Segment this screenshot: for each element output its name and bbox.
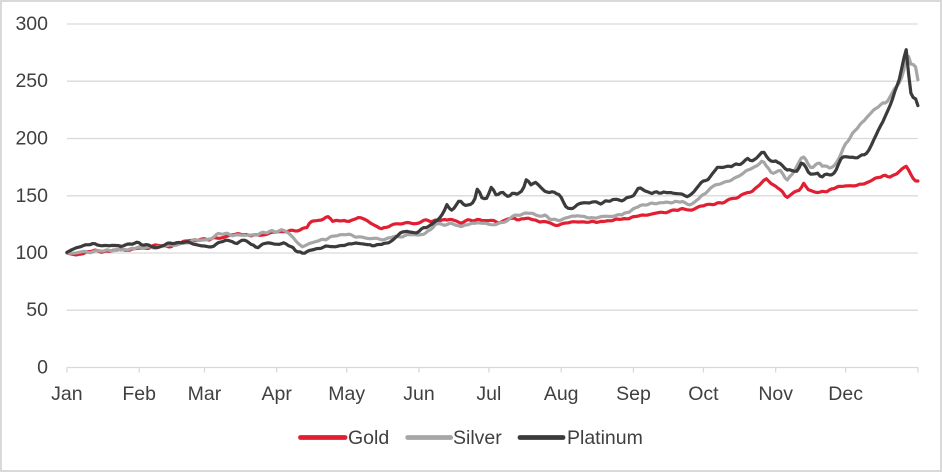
svg-text:Jan: Jan xyxy=(51,383,82,405)
svg-text:200: 200 xyxy=(15,128,48,150)
svg-text:0: 0 xyxy=(37,357,48,379)
svg-text:100: 100 xyxy=(15,242,48,264)
svg-text:Aug: Aug xyxy=(544,383,579,405)
svg-text:May: May xyxy=(328,383,365,405)
svg-text:Dec: Dec xyxy=(828,383,863,405)
svg-text:Jun: Jun xyxy=(403,383,434,405)
svg-text:Jul: Jul xyxy=(476,383,501,405)
svg-text:Apr: Apr xyxy=(262,383,293,405)
svg-text:Sep: Sep xyxy=(616,383,651,405)
svg-text:250: 250 xyxy=(15,70,48,92)
svg-text:Platinum: Platinum xyxy=(567,427,643,449)
svg-text:Nov: Nov xyxy=(758,383,793,405)
svg-text:Silver: Silver xyxy=(453,427,502,449)
svg-text:50: 50 xyxy=(26,299,48,321)
svg-text:300: 300 xyxy=(15,13,48,35)
svg-text:Mar: Mar xyxy=(188,383,222,405)
svg-text:150: 150 xyxy=(15,185,48,207)
svg-text:Oct: Oct xyxy=(688,383,719,405)
svg-text:Feb: Feb xyxy=(122,383,156,405)
svg-text:Gold: Gold xyxy=(348,427,389,449)
